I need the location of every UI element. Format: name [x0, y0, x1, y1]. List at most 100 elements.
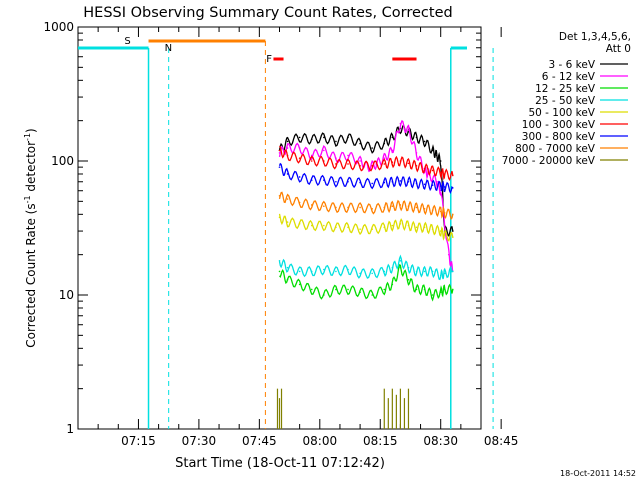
series-line — [278, 145, 454, 181]
series-point — [298, 147, 301, 149]
series-point — [310, 154, 313, 157]
series-point — [447, 253, 450, 256]
series-point — [286, 198, 289, 200]
series-group — [278, 191, 454, 221]
series-point — [286, 173, 289, 175]
series-group — [278, 162, 454, 195]
series-point — [431, 228, 434, 230]
series-point — [298, 270, 301, 273]
series-point — [359, 165, 361, 167]
series-point — [391, 149, 394, 152]
legend-title: Det 1,3,4,5,6, — [559, 31, 631, 43]
series-point — [383, 142, 386, 145]
series-point — [383, 181, 386, 184]
series-line — [278, 162, 454, 195]
series-point — [359, 291, 361, 293]
series-point — [383, 206, 386, 209]
series-point — [371, 272, 373, 275]
x-tick-label: 07:45 — [242, 434, 277, 448]
series-point — [347, 226, 349, 229]
series-point — [407, 129, 410, 131]
series-point — [423, 183, 426, 186]
series-point — [298, 176, 301, 178]
series-point — [439, 210, 442, 213]
series-point — [383, 157, 386, 159]
series-point — [310, 138, 313, 141]
series-point — [431, 149, 434, 152]
series-point — [443, 173, 446, 175]
series-point — [323, 205, 325, 207]
y-tick-label: 1 — [66, 422, 74, 436]
series-point — [431, 169, 434, 172]
series-group — [278, 213, 454, 242]
series-point — [371, 294, 373, 296]
series-line — [278, 119, 454, 272]
x-tick-label: 08:15 — [363, 434, 398, 448]
series-point — [407, 278, 410, 281]
series-point — [323, 136, 325, 139]
series-point — [278, 149, 281, 152]
series-point — [423, 270, 426, 273]
series-point — [347, 206, 349, 209]
x-tick-label: 08:00 — [303, 434, 338, 448]
series-point — [286, 266, 289, 269]
series-point — [439, 171, 442, 174]
series-point — [286, 147, 289, 149]
x-tick-label: 07:15 — [121, 434, 156, 448]
series-point — [423, 207, 426, 210]
series-point — [286, 221, 289, 223]
series-point — [278, 194, 281, 197]
series-point — [383, 163, 386, 165]
series-point — [391, 136, 394, 139]
series-point — [431, 209, 434, 211]
series-point — [423, 140, 426, 143]
series-point — [439, 230, 442, 232]
timestamp: 18-Oct-2011 14:52 — [560, 469, 636, 478]
series-point — [451, 187, 454, 189]
series-point — [415, 206, 418, 209]
series-point — [323, 160, 325, 162]
y-tick-label: 100 — [51, 154, 74, 168]
flag-label-f: F — [266, 54, 272, 65]
series-point — [431, 294, 434, 296]
series-point — [335, 270, 337, 273]
series-point — [298, 136, 301, 139]
series-point — [323, 224, 325, 227]
series-point — [347, 288, 349, 291]
series-point — [391, 180, 394, 183]
series-point — [371, 228, 373, 230]
series-line — [279, 263, 454, 302]
series-point — [399, 266, 402, 269]
series-point — [435, 154, 438, 157]
series-line — [278, 124, 454, 238]
series-point — [310, 160, 313, 162]
series-line — [278, 254, 453, 281]
series-point — [415, 182, 418, 185]
series-point — [383, 226, 386, 229]
series-point — [310, 270, 313, 273]
series-point — [407, 224, 410, 227]
series-line — [278, 191, 454, 221]
series-group — [278, 263, 454, 302]
legend-title: Att 0 — [606, 43, 631, 55]
legend-label: 3 - 6 keV — [548, 59, 595, 71]
y-tick-label: 10 — [59, 288, 74, 302]
series-point — [435, 180, 438, 183]
legend-label: 50 - 100 keV — [528, 107, 595, 119]
series-point — [407, 205, 410, 207]
series-point — [383, 288, 386, 291]
series-point — [451, 236, 454, 238]
series-point — [335, 157, 337, 159]
series-point — [443, 272, 446, 275]
series-point — [298, 283, 301, 286]
series-point — [359, 272, 361, 275]
x-tick-label: 08:30 — [423, 434, 458, 448]
series-point — [286, 154, 289, 157]
series-point — [391, 266, 394, 269]
series-point — [286, 140, 289, 143]
x-tick-label: 08:45 — [484, 434, 519, 448]
series-point — [310, 224, 313, 227]
series-point — [359, 142, 361, 145]
